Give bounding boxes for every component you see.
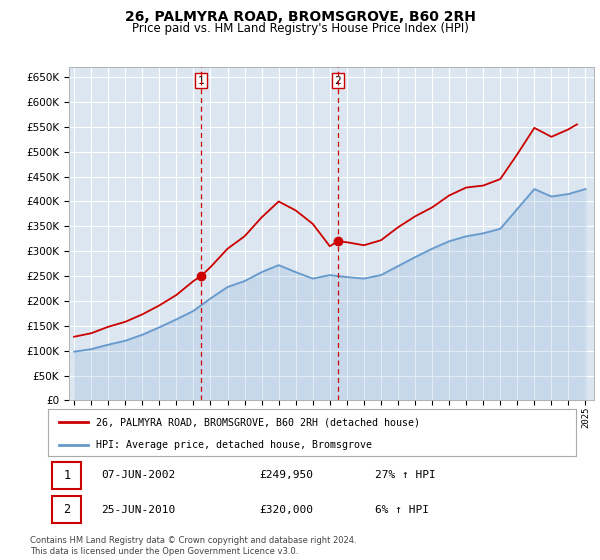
- Text: Price paid vs. HM Land Registry's House Price Index (HPI): Price paid vs. HM Land Registry's House …: [131, 22, 469, 35]
- Text: HPI: Average price, detached house, Bromsgrove: HPI: Average price, detached house, Brom…: [95, 440, 371, 450]
- Text: 25-JUN-2010: 25-JUN-2010: [101, 505, 175, 515]
- Text: 1: 1: [63, 469, 70, 482]
- Text: £320,000: £320,000: [259, 505, 313, 515]
- Text: £249,950: £249,950: [259, 470, 313, 480]
- Text: 07-JUN-2002: 07-JUN-2002: [101, 470, 175, 480]
- Text: Contains HM Land Registry data © Crown copyright and database right 2024.
This d: Contains HM Land Registry data © Crown c…: [30, 536, 356, 556]
- Text: 26, PALMYRA ROAD, BROMSGROVE, B60 2RH (detached house): 26, PALMYRA ROAD, BROMSGROVE, B60 2RH (d…: [95, 417, 419, 427]
- FancyBboxPatch shape: [52, 462, 81, 488]
- Text: 2: 2: [334, 76, 341, 86]
- Text: 27% ↑ HPI: 27% ↑ HPI: [376, 470, 436, 480]
- Text: 2: 2: [63, 503, 70, 516]
- FancyBboxPatch shape: [52, 496, 81, 523]
- Text: 26, PALMYRA ROAD, BROMSGROVE, B60 2RH: 26, PALMYRA ROAD, BROMSGROVE, B60 2RH: [125, 10, 475, 24]
- Text: 6% ↑ HPI: 6% ↑ HPI: [376, 505, 430, 515]
- Text: 1: 1: [197, 76, 205, 86]
